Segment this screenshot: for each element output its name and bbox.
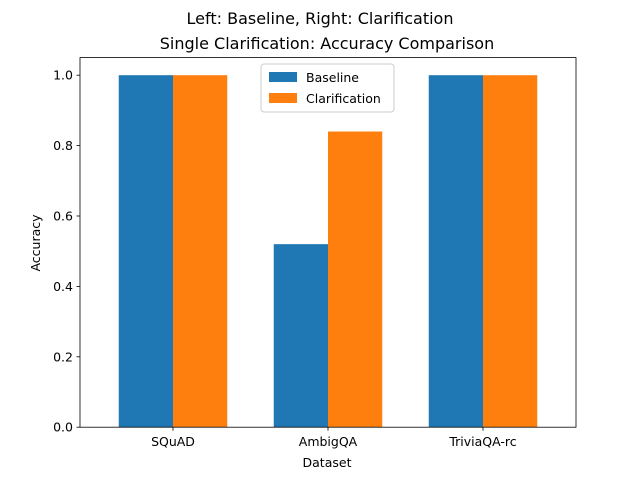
legend-label-clarification: Clarification xyxy=(306,91,381,106)
bar-baseline-triviaqa-rc xyxy=(428,75,483,428)
x-tick-label: SQuAD xyxy=(151,434,195,449)
legend-label-baseline: Baseline xyxy=(306,70,359,85)
y-tick-label: 0.0 xyxy=(53,420,73,435)
plot-area: 0.0 0.2 0.4 0.6 0.8 1.0 SQuAD AmbigQA TriviaQA-r… xyxy=(53,57,577,449)
figure-suptitle: Left: Baseline, Right: Clarification xyxy=(187,9,454,28)
bar-clarification-triviaqa-rc xyxy=(483,75,538,428)
y-axis-label: Accuracy xyxy=(28,214,43,272)
x-tick-label: TriviaQA-rc xyxy=(448,434,516,449)
y-tick-label: 0.6 xyxy=(53,209,73,224)
legend: Baseline Clarification xyxy=(260,63,395,113)
legend-swatch-clarification xyxy=(269,93,297,103)
bar-clarification-ambigqa xyxy=(328,131,383,428)
x-tick-label: AmbigQA xyxy=(299,434,358,449)
bar-baseline-squad xyxy=(118,75,173,428)
x-axis-label: Dataset xyxy=(303,455,352,470)
y-tick-label: 0.2 xyxy=(53,349,73,364)
bar-baseline-ambigqa xyxy=(273,244,328,428)
y-tick-label: 0.4 xyxy=(53,279,73,294)
chart-title: Single Clarification: Accuracy Compariso… xyxy=(160,34,494,53)
bar-clarification-squad xyxy=(173,75,228,428)
y-tick-label: 1.0 xyxy=(53,68,73,83)
y-tick-label: 0.8 xyxy=(53,138,73,153)
legend-swatch-baseline xyxy=(269,72,297,82)
